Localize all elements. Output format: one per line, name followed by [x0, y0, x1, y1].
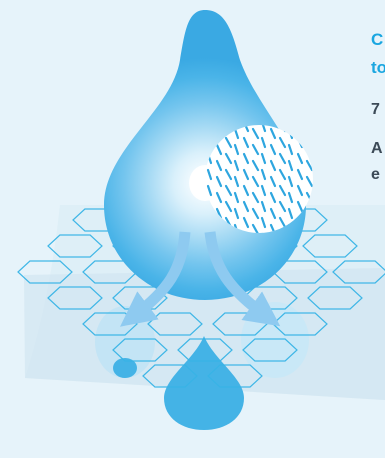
fiber-stroke	[260, 125, 267, 133]
fiber-stroke	[242, 136, 250, 149]
mesh-cell	[47, 286, 103, 310]
fiber-stroke	[224, 168, 233, 181]
fiber-stroke	[296, 184, 304, 197]
fiber-stroke	[287, 159, 294, 172]
fiber-stroke	[251, 175, 260, 188]
fiber-stroke	[224, 152, 233, 165]
headline-line-2: to	[371, 58, 385, 77]
fiber-stroke	[206, 168, 213, 181]
fiber-stroke	[215, 207, 223, 220]
fiber-texture-icon	[205, 125, 313, 233]
fiber-stroke	[269, 127, 277, 140]
fiber-stroke	[251, 143, 260, 156]
fiber-stroke	[251, 223, 260, 233]
fiber-stroke	[287, 191, 294, 204]
fiber-stroke	[251, 207, 260, 220]
fiber-stroke	[242, 184, 250, 197]
flow-arrow-icon-left	[120, 231, 191, 327]
mesh-cell	[17, 260, 73, 284]
fiber-stroke	[278, 168, 287, 181]
fiber-stroke	[251, 191, 260, 204]
fiber-stroke	[242, 216, 250, 229]
fiber-stroke	[296, 200, 304, 213]
fiber-stroke	[269, 207, 277, 220]
fiber-stroke	[305, 143, 313, 156]
fiber-stroke	[296, 168, 304, 181]
bottom-droplet-left	[113, 358, 137, 378]
fiber-stroke	[224, 136, 233, 149]
fiber-stroke	[251, 127, 260, 140]
mesh-cell	[272, 312, 328, 336]
fiber-stroke	[278, 152, 287, 165]
fiber-stroke	[251, 159, 260, 172]
fiber-stroke	[224, 200, 233, 213]
fiber-stroke	[269, 159, 277, 172]
fiber-stroke	[206, 184, 213, 197]
fiber-stroke	[233, 175, 240, 188]
mesh-cell	[142, 364, 198, 388]
fiber-stroke	[215, 191, 223, 204]
fiber-stroke	[233, 191, 240, 204]
fiber-stroke	[224, 184, 233, 197]
body-line-1: A	[371, 140, 383, 157]
fiber-stroke	[278, 184, 287, 197]
fiber-stroke	[278, 200, 287, 213]
fiber-stroke	[296, 125, 304, 133]
mesh-cell	[207, 364, 263, 388]
body-text: A e	[371, 136, 385, 188]
fiber-stroke	[260, 168, 267, 181]
fiber-stroke	[305, 175, 313, 188]
fiber-stroke	[260, 136, 267, 149]
fiber-stroke	[278, 216, 287, 229]
stat-text: 7	[371, 101, 380, 118]
fiber-stroke	[215, 175, 223, 188]
fiber-stroke	[233, 159, 240, 172]
fiber-stroke	[269, 191, 277, 204]
fiber-stroke	[260, 200, 267, 213]
fiber-stroke	[305, 127, 313, 140]
fiber-stroke	[260, 152, 267, 165]
copy-block: C to 7 A e	[371, 26, 385, 188]
mesh-cell	[177, 338, 233, 362]
fiber-stroke	[260, 216, 267, 229]
fiber-stroke	[215, 159, 223, 172]
fiber-stroke	[305, 159, 313, 172]
fiber-stroke	[269, 143, 277, 156]
fiber-stroke	[278, 136, 287, 149]
fiber-stroke	[287, 207, 294, 220]
headline: C to	[371, 26, 385, 82]
mesh-cell	[302, 234, 358, 258]
fiber-stroke	[287, 143, 294, 156]
fiber-stroke	[242, 168, 250, 181]
mesh-cell	[332, 260, 385, 284]
fiber-stroke	[269, 175, 277, 188]
mesh-cell	[307, 286, 363, 310]
fiber-stroke	[233, 143, 240, 156]
body-line-2: e	[371, 166, 380, 183]
fiber-stroke	[260, 184, 267, 197]
flow-arrow-icon-right	[204, 231, 281, 327]
fiber-stroke	[287, 175, 294, 188]
headline-line-1: C	[371, 30, 384, 49]
mesh-cell	[47, 234, 103, 258]
fiber-stroke	[242, 152, 250, 165]
falling-drop	[164, 336, 244, 430]
fiber-stroke	[233, 127, 240, 140]
mesh-cell	[242, 338, 298, 362]
mesh-cell	[147, 312, 203, 336]
fiber-stroke	[296, 152, 304, 165]
fiber-stroke	[242, 200, 250, 213]
fiber-stroke	[233, 207, 240, 220]
fiber-stroke	[215, 143, 223, 156]
mesh-cell	[112, 338, 168, 362]
